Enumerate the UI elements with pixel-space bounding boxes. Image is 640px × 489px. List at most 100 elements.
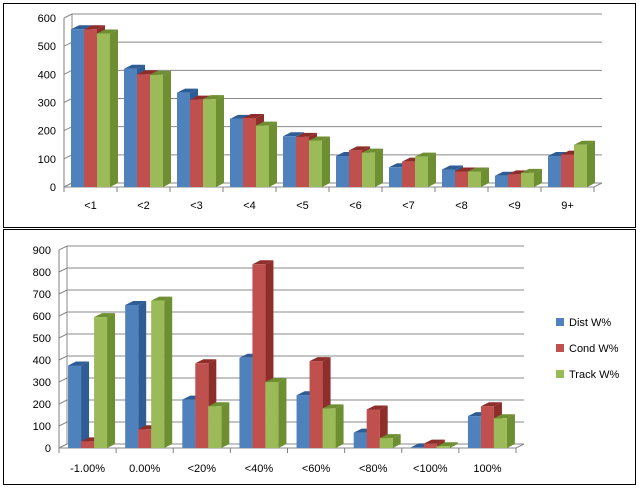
- gridline-side-6: [63, 13, 73, 19]
- bar-top: [508, 170, 529, 175]
- y-tick-label-4: 400: [38, 69, 56, 81]
- bar-top: [442, 165, 463, 170]
- y-tick-label-1: 100: [33, 421, 51, 433]
- bar-series-2-2: [203, 95, 224, 187]
- bar-front: [283, 136, 296, 187]
- bar-top: [495, 171, 516, 176]
- bar-front: [195, 363, 209, 448]
- gridline-side-5: [58, 333, 68, 339]
- bar-front: [366, 409, 380, 448]
- bar-front: [495, 175, 508, 187]
- bar-front: [230, 118, 243, 187]
- x-tick-label-5: <6: [349, 200, 362, 212]
- bar-track-w--5: [379, 434, 401, 448]
- bar-side: [163, 70, 171, 187]
- bar-front: [81, 441, 95, 448]
- x-tick-label-2: <20%: [188, 463, 217, 475]
- bar-top: [574, 140, 595, 145]
- bar-side: [322, 136, 330, 187]
- y-tick-label-5: 500: [33, 333, 51, 345]
- gridline-side-2: [63, 126, 73, 132]
- bar-track-w--3: [265, 378, 287, 448]
- gridline-side-4: [63, 69, 73, 75]
- bar-top: [493, 414, 515, 419]
- bar-front: [455, 171, 468, 187]
- y-tick-label-7: 700: [33, 289, 51, 301]
- y-tick-label-9: 900: [33, 245, 51, 257]
- gridline-side-9: [58, 245, 68, 251]
- bar-front: [336, 156, 349, 187]
- bar-front: [353, 432, 367, 448]
- gridline-side-4: [58, 355, 68, 361]
- bar-front: [243, 117, 256, 187]
- bar-series-2-7: [468, 167, 489, 187]
- bar-front: [203, 99, 216, 187]
- bar-top: [124, 64, 145, 69]
- bar-front: [389, 167, 402, 187]
- bar-front: [508, 174, 521, 187]
- bar-front: [190, 99, 203, 187]
- bar-side: [138, 301, 147, 448]
- bar-front: [137, 74, 150, 187]
- bar-front: [379, 438, 393, 448]
- x-tick-label-8: <9: [508, 200, 521, 212]
- y-tick-label-2: 200: [33, 399, 51, 411]
- x-tick-label-0: <1: [84, 200, 97, 212]
- y-tick-label-8: 800: [33, 267, 51, 279]
- bar-series-2-5: [362, 148, 383, 187]
- bar-top: [150, 70, 171, 75]
- gridline-side-6: [58, 311, 68, 317]
- bar-front: [138, 429, 152, 448]
- chart-bottom: 0 100 200 300 400 500 600 700 800 900 -1.00% 0.00% <…: [33, 245, 620, 475]
- bar-series-2-8: [521, 168, 542, 187]
- bar-top: [521, 168, 542, 173]
- bar-top: [379, 434, 401, 439]
- bar-side: [534, 168, 542, 187]
- bar-front: [94, 317, 108, 448]
- y-tick-label-6: 600: [33, 311, 51, 323]
- x-tick-label-6: <7: [402, 200, 415, 212]
- legend-label-2: Track W%: [569, 369, 620, 381]
- y-tick-label-0: 0: [45, 443, 51, 455]
- bar-track-w--6: [436, 442, 458, 448]
- bar-front: [468, 171, 481, 187]
- bar-top: [548, 152, 569, 157]
- bar-top: [177, 88, 198, 93]
- bar-top: [94, 313, 116, 318]
- bar-series-2-4: [309, 136, 330, 187]
- bar-series-2-9: [574, 140, 595, 187]
- bar-side: [481, 167, 489, 187]
- bar-front: [265, 382, 279, 448]
- bar-front: [349, 150, 362, 187]
- bar-side: [107, 313, 116, 448]
- bar-top: [71, 25, 92, 30]
- bar-front: [97, 33, 110, 187]
- bar-front: [296, 395, 310, 448]
- bar-track-w--1: [151, 296, 173, 448]
- legend-swatch-1: [556, 344, 564, 352]
- bar-top: [468, 167, 489, 172]
- bar-front: [548, 156, 561, 187]
- bar-front: [442, 169, 455, 187]
- bar-top: [366, 405, 388, 410]
- bar-top: [309, 357, 331, 362]
- bar-front: [125, 305, 139, 448]
- bar-series-2-6: [415, 152, 436, 187]
- bar-front: [68, 365, 82, 448]
- bar-front: [493, 418, 507, 448]
- bar-side: [375, 148, 383, 187]
- bar-front: [84, 29, 97, 188]
- bar-series-2-0: [97, 29, 118, 187]
- bar-top: [151, 296, 173, 301]
- bar-top: [265, 378, 287, 382]
- bar-side: [81, 361, 90, 448]
- gridline-side-3: [58, 377, 68, 383]
- bar-top: [436, 442, 458, 447]
- bar-top: [190, 95, 211, 100]
- bar-top: [349, 146, 370, 151]
- x-tick-label-3: <40%: [245, 463, 274, 475]
- bar-side: [269, 121, 277, 187]
- bar-front: [309, 140, 322, 187]
- bar-series-2-3: [256, 121, 277, 187]
- y-tick-label-2: 200: [38, 126, 56, 138]
